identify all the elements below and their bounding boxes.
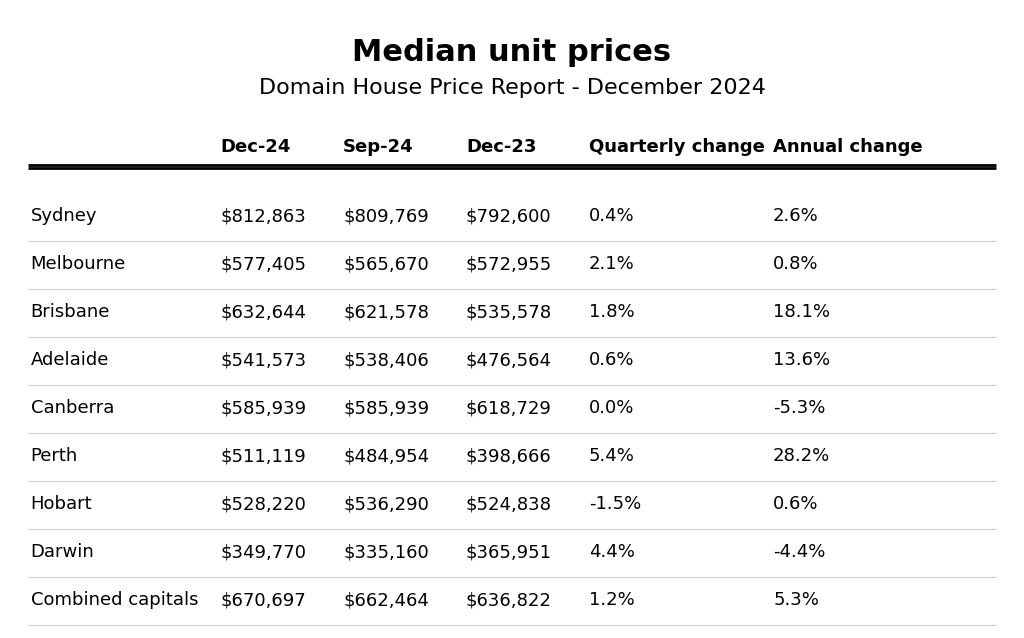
- Text: $528,220: $528,220: [220, 495, 306, 513]
- Text: 5.4%: 5.4%: [589, 447, 635, 465]
- Text: 13.6%: 13.6%: [773, 351, 830, 369]
- Text: $621,578: $621,578: [343, 303, 429, 321]
- Text: 2.1%: 2.1%: [589, 255, 635, 273]
- Text: $349,770: $349,770: [220, 543, 306, 561]
- Text: Dec-23: Dec-23: [466, 138, 537, 156]
- Text: Dec-24: Dec-24: [220, 138, 291, 156]
- Text: Domain House Price Report - December 2024: Domain House Price Report - December 202…: [259, 78, 765, 98]
- Text: 0.0%: 0.0%: [589, 399, 634, 417]
- Text: Melbourne: Melbourne: [31, 255, 126, 273]
- Text: 28.2%: 28.2%: [773, 447, 830, 465]
- Text: -4.4%: -4.4%: [773, 543, 825, 561]
- Text: Combined capitals: Combined capitals: [31, 591, 199, 609]
- Text: $792,600: $792,600: [466, 207, 552, 225]
- Text: 0.6%: 0.6%: [773, 495, 818, 513]
- Text: $398,666: $398,666: [466, 447, 552, 465]
- Text: $541,573: $541,573: [220, 351, 306, 369]
- Text: 4.4%: 4.4%: [589, 543, 635, 561]
- Text: $565,670: $565,670: [343, 255, 429, 273]
- Text: 2.6%: 2.6%: [773, 207, 819, 225]
- Text: -5.3%: -5.3%: [773, 399, 825, 417]
- Text: $577,405: $577,405: [220, 255, 306, 273]
- Text: Annual change: Annual change: [773, 138, 923, 156]
- Text: $809,769: $809,769: [343, 207, 429, 225]
- Text: $618,729: $618,729: [466, 399, 552, 417]
- Text: Quarterly change: Quarterly change: [589, 138, 765, 156]
- Text: $524,838: $524,838: [466, 495, 552, 513]
- Text: $511,119: $511,119: [220, 447, 306, 465]
- Text: 1.8%: 1.8%: [589, 303, 635, 321]
- Text: -1.5%: -1.5%: [589, 495, 641, 513]
- Text: $636,822: $636,822: [466, 591, 552, 609]
- Text: 0.6%: 0.6%: [589, 351, 634, 369]
- Text: $538,406: $538,406: [343, 351, 429, 369]
- Text: $812,863: $812,863: [220, 207, 306, 225]
- Text: $365,951: $365,951: [466, 543, 552, 561]
- Text: $484,954: $484,954: [343, 447, 429, 465]
- Text: $335,160: $335,160: [343, 543, 429, 561]
- Text: 5.3%: 5.3%: [773, 591, 819, 609]
- Text: $585,939: $585,939: [343, 399, 429, 417]
- Text: $670,697: $670,697: [220, 591, 306, 609]
- Text: 1.2%: 1.2%: [589, 591, 635, 609]
- Text: Perth: Perth: [31, 447, 78, 465]
- Text: $662,464: $662,464: [343, 591, 429, 609]
- Text: $585,939: $585,939: [220, 399, 306, 417]
- Text: 0.4%: 0.4%: [589, 207, 635, 225]
- Text: Median unit prices: Median unit prices: [352, 38, 672, 67]
- Text: Hobart: Hobart: [31, 495, 92, 513]
- Text: Darwin: Darwin: [31, 543, 94, 561]
- Text: 0.8%: 0.8%: [773, 255, 818, 273]
- Text: $535,578: $535,578: [466, 303, 552, 321]
- Text: 18.1%: 18.1%: [773, 303, 830, 321]
- Text: Adelaide: Adelaide: [31, 351, 110, 369]
- Text: $476,564: $476,564: [466, 351, 552, 369]
- Text: $572,955: $572,955: [466, 255, 552, 273]
- Text: $536,290: $536,290: [343, 495, 429, 513]
- Text: Sep-24: Sep-24: [343, 138, 414, 156]
- Text: Canberra: Canberra: [31, 399, 114, 417]
- Text: Sydney: Sydney: [31, 207, 97, 225]
- Text: Brisbane: Brisbane: [31, 303, 111, 321]
- Text: $632,644: $632,644: [220, 303, 306, 321]
